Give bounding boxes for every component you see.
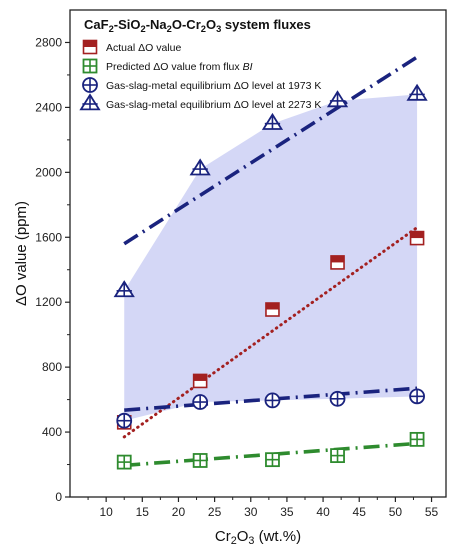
- x-tick-label-10: 10: [99, 505, 113, 519]
- point-series-1-1: [192, 453, 208, 468]
- x-tick-label-20: 20: [172, 505, 186, 519]
- point-series-0-3: [330, 255, 345, 270]
- point-series-1-4: [409, 431, 425, 447]
- y-axis-label: ΔO value (ppm): [13, 201, 30, 306]
- legend-marker-1: [82, 58, 98, 74]
- legend-label-0: Actual ΔO value: [106, 42, 181, 54]
- y-tick-label-0: 0: [55, 490, 62, 504]
- x-tick-label-35: 35: [280, 505, 294, 519]
- point-series-2-0: [116, 412, 133, 429]
- legend-label-3: Gas-slag-metal equilibrium ΔO level at 2…: [106, 99, 321, 111]
- y-tick-label-1600: 1600: [35, 230, 62, 244]
- y-tick-label-400: 400: [42, 425, 62, 439]
- legend-label-1: Predicted ΔO value from flux BI: [106, 61, 253, 73]
- x-tick-label-50: 50: [389, 505, 403, 519]
- y-tick-label-2000: 2000: [35, 165, 62, 179]
- point-series-3-1: [189, 158, 211, 176]
- y-tick-label-2800: 2800: [35, 35, 62, 49]
- point-series-0-1: [192, 373, 208, 389]
- point-series-0-4: [409, 230, 425, 246]
- x-tick-label-15: 15: [136, 505, 150, 519]
- legend-marker-3: [79, 93, 101, 111]
- point-series-3-0: [113, 280, 135, 298]
- x-tick-label-40: 40: [316, 505, 330, 519]
- point-series-1-0: [116, 454, 132, 470]
- legend-label-2: Gas-slag-metal equilibrium ΔO level at 1…: [106, 80, 321, 92]
- chart-title: CaF2-SiO2-Na2O-Cr2O3 system fluxes: [84, 17, 311, 34]
- point-series-3-3: [326, 90, 349, 108]
- x-tick-label-30: 30: [244, 505, 258, 519]
- point-series-3-2: [261, 112, 284, 130]
- y-tick-label-800: 800: [42, 360, 62, 374]
- x-tick-label-45: 45: [353, 505, 367, 519]
- fit-line-series-2: [124, 386, 418, 412]
- point-series-1-2: [265, 452, 280, 468]
- point-series-0-2: [265, 302, 280, 317]
- point-series-2-2: [264, 392, 281, 409]
- fit-line-series-1: [124, 441, 418, 468]
- legend-marker-2: [82, 77, 98, 93]
- y-tick-label-2400: 2400: [35, 100, 62, 114]
- plot-frame: [69, 9, 447, 498]
- point-series-1-3: [330, 448, 345, 464]
- x-axis-label: Cr2O3 (wt.%): [215, 528, 301, 547]
- y-tick-label-1200: 1200: [35, 295, 62, 309]
- fit-line-series-0: [122, 226, 419, 439]
- point-series-2-4: [409, 388, 425, 405]
- fit-line-series-3: [123, 55, 419, 246]
- point-series-2-3: [329, 390, 346, 407]
- x-tick-label-55: 55: [425, 505, 439, 519]
- x-tick-label-25: 25: [208, 505, 222, 519]
- point-series-2-1: [192, 394, 209, 410]
- point-series-3-4: [406, 83, 428, 101]
- shaded-region: [124, 94, 418, 421]
- legend-marker-0: [82, 39, 98, 55]
